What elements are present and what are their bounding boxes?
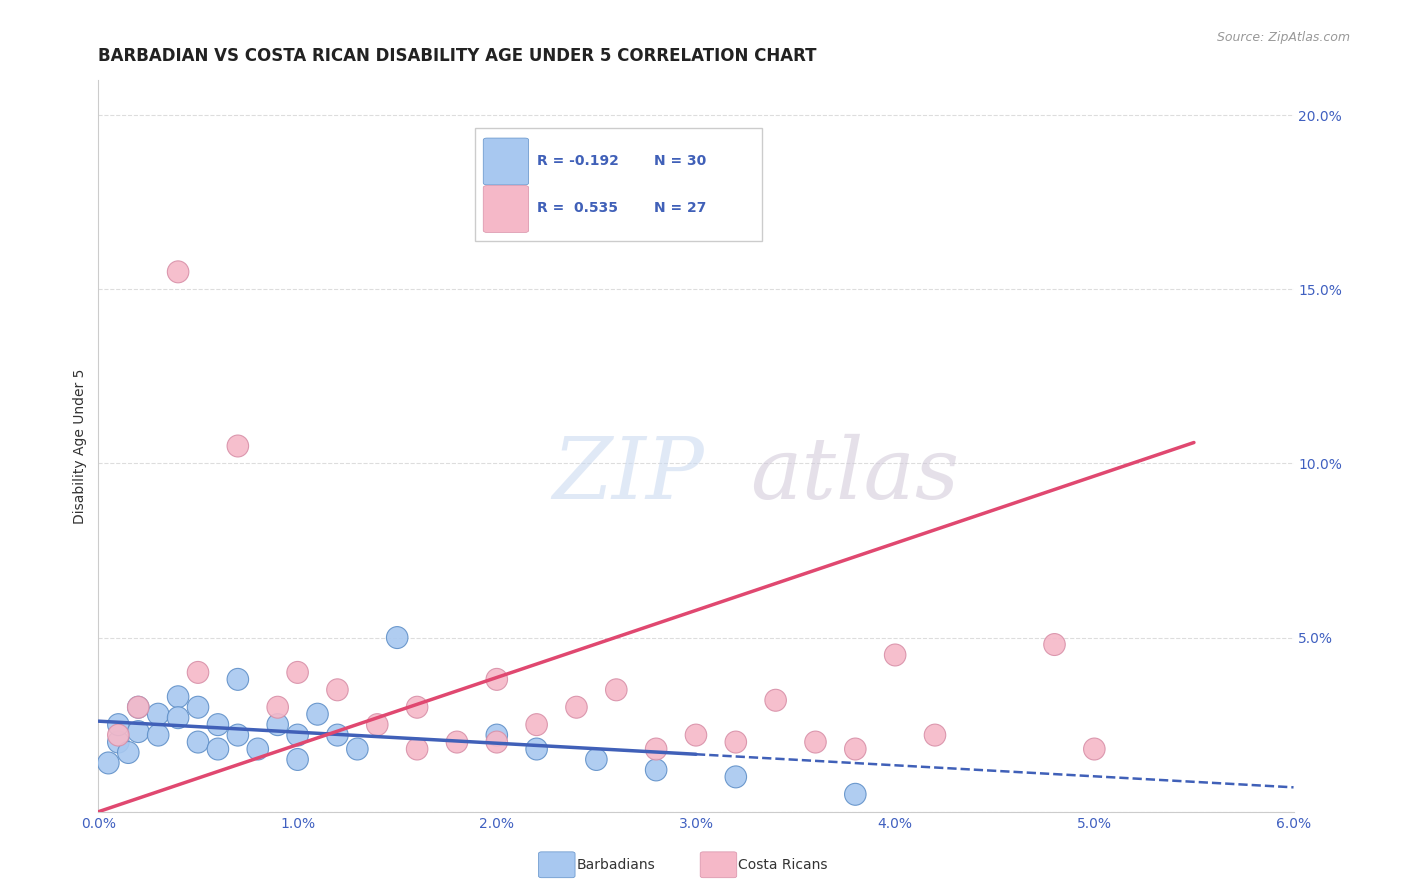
Text: N = 27: N = 27: [654, 202, 707, 215]
Ellipse shape: [307, 703, 328, 725]
Ellipse shape: [128, 697, 149, 718]
FancyBboxPatch shape: [484, 186, 529, 233]
Ellipse shape: [486, 731, 508, 753]
Ellipse shape: [148, 724, 169, 746]
Ellipse shape: [347, 738, 368, 760]
Ellipse shape: [207, 714, 229, 736]
Y-axis label: Disability Age Under 5: Disability Age Under 5: [73, 368, 87, 524]
Ellipse shape: [1084, 738, 1105, 760]
Ellipse shape: [387, 626, 408, 648]
Ellipse shape: [725, 766, 747, 788]
Ellipse shape: [367, 714, 388, 736]
Ellipse shape: [1043, 633, 1066, 656]
Text: ZIP: ZIP: [553, 434, 704, 516]
Text: Barbadians: Barbadians: [576, 858, 655, 872]
Ellipse shape: [247, 738, 269, 760]
Text: Costa Ricans: Costa Ricans: [738, 858, 828, 872]
Ellipse shape: [128, 721, 149, 742]
Ellipse shape: [804, 731, 827, 753]
Ellipse shape: [228, 724, 249, 746]
Ellipse shape: [118, 741, 139, 764]
Text: atlas: atlas: [749, 434, 959, 516]
Ellipse shape: [326, 724, 349, 746]
Ellipse shape: [128, 697, 149, 718]
Ellipse shape: [187, 662, 208, 683]
Ellipse shape: [725, 731, 747, 753]
Ellipse shape: [765, 690, 786, 711]
Ellipse shape: [167, 706, 188, 729]
Ellipse shape: [486, 724, 508, 746]
Ellipse shape: [446, 731, 468, 753]
Ellipse shape: [228, 668, 249, 690]
Ellipse shape: [884, 644, 905, 666]
Ellipse shape: [486, 668, 508, 690]
Ellipse shape: [565, 697, 588, 718]
Ellipse shape: [645, 738, 666, 760]
Ellipse shape: [287, 662, 308, 683]
Ellipse shape: [845, 738, 866, 760]
Ellipse shape: [207, 738, 229, 760]
Ellipse shape: [606, 679, 627, 701]
Ellipse shape: [267, 697, 288, 718]
Ellipse shape: [108, 714, 129, 736]
FancyBboxPatch shape: [484, 138, 529, 185]
Ellipse shape: [685, 724, 707, 746]
Ellipse shape: [97, 752, 120, 774]
Ellipse shape: [924, 724, 946, 746]
Ellipse shape: [326, 679, 349, 701]
Text: BARBADIAN VS COSTA RICAN DISABILITY AGE UNDER 5 CORRELATION CHART: BARBADIAN VS COSTA RICAN DISABILITY AGE …: [98, 47, 817, 65]
FancyBboxPatch shape: [475, 128, 762, 241]
Text: R =  0.535: R = 0.535: [537, 202, 619, 215]
Ellipse shape: [187, 697, 208, 718]
Ellipse shape: [586, 748, 607, 771]
Ellipse shape: [526, 738, 547, 760]
Text: N = 30: N = 30: [654, 153, 706, 168]
Ellipse shape: [148, 703, 169, 725]
Ellipse shape: [845, 783, 866, 805]
Ellipse shape: [228, 435, 249, 457]
Ellipse shape: [108, 724, 129, 746]
Ellipse shape: [167, 260, 188, 283]
Ellipse shape: [167, 686, 188, 707]
Ellipse shape: [187, 731, 208, 753]
Ellipse shape: [108, 731, 129, 753]
Ellipse shape: [645, 759, 666, 780]
Ellipse shape: [287, 748, 308, 771]
Ellipse shape: [287, 724, 308, 746]
Text: Source: ZipAtlas.com: Source: ZipAtlas.com: [1216, 31, 1350, 45]
Text: R = -0.192: R = -0.192: [537, 153, 619, 168]
Ellipse shape: [526, 714, 547, 736]
Ellipse shape: [406, 697, 427, 718]
Ellipse shape: [267, 714, 288, 736]
Ellipse shape: [406, 738, 427, 760]
